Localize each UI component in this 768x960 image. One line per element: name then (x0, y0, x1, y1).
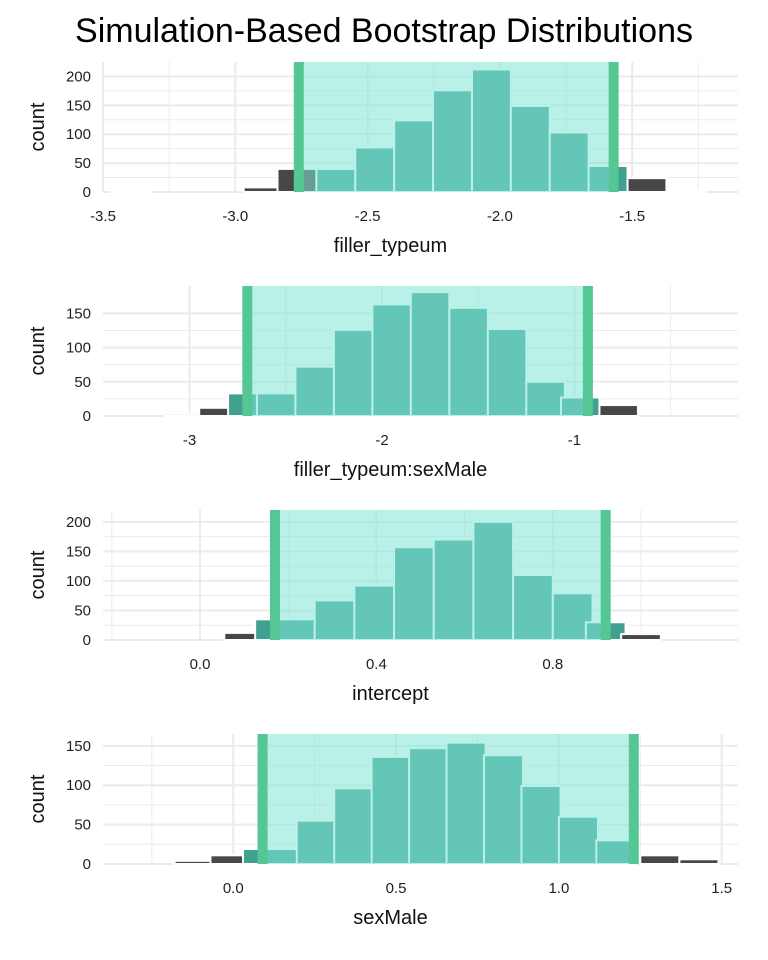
y-tick-label: 150 (66, 543, 91, 560)
chart-filler-typeum-sexmale: 0 50 100 150 -3 -2 -1 filler_typeum:sexMale coun… (27, 286, 738, 481)
y-tick-label: 50 (74, 817, 91, 834)
y-tick-label: 50 (74, 374, 91, 391)
y-tick-label: 0 (83, 632, 91, 649)
ci-upper-edge (582, 286, 593, 416)
y-tick-label: 0 (83, 856, 91, 873)
y-tick-label: 100 (66, 340, 91, 357)
histogram-bar (110, 190, 152, 194)
x-tick-label: 0.8 (542, 656, 563, 673)
histogram-bar (598, 404, 639, 418)
x-tick-label: 1.0 (548, 880, 569, 897)
ci-lower-edge (257, 734, 268, 864)
y-tick-label: 100 (66, 573, 91, 590)
histogram-bar (620, 633, 662, 642)
ci-lower-edge (293, 62, 304, 192)
x-tick-label: -2 (375, 432, 388, 449)
x-axis-label: filler_typeum:sexMale (294, 459, 487, 481)
x-tick-label: 1.5 (711, 880, 732, 897)
x-tick-label: -3.5 (90, 208, 116, 225)
x-tick-label: 0.4 (366, 656, 387, 673)
ci-shade (298, 62, 614, 192)
chart-filler-typeum: 0 50 100 150 200 -3.5 -3.0 -2.5 -2.0 -1.5 filler_t… (27, 62, 738, 257)
panel-filler-typeum: 0 50 100 150 200 -3.5 -3.0 -2.5 -2.0 -1.5 filler_t… (0, 60, 768, 260)
y-tick-label: 0 (83, 184, 91, 201)
ci-shade (247, 286, 588, 416)
chart-title: Simulation-Based Bootstrap Distributions (75, 12, 693, 50)
histogram-bar (639, 854, 681, 866)
y-tick-label: 200 (66, 514, 91, 531)
y-axis-label: count (27, 550, 49, 599)
x-tick-label: -1 (568, 432, 581, 449)
y-tick-label: 150 (66, 738, 91, 755)
histogram-bar (626, 177, 668, 193)
x-tick-label: 0.5 (386, 880, 407, 897)
x-axis-label: sexMale (353, 907, 427, 929)
y-axis-label: count (27, 102, 49, 151)
y-tick-label: 100 (66, 126, 91, 143)
chart-intercept: 0 50 100 150 200 0.0 0.4 0.8 intercept count (27, 510, 738, 705)
ci-shade (262, 734, 634, 864)
y-tick-label: 100 (66, 777, 91, 794)
y-tick-label: 150 (66, 97, 91, 114)
panel-sexmale: 0 50 100 150 0.0 0.5 1.0 1.5 sexMale count (0, 732, 768, 932)
histogram-bar (678, 858, 720, 866)
panel-intercept: 0 50 100 150 200 0.0 0.4 0.8 intercept count (0, 508, 768, 708)
y-axis-label: count (27, 774, 49, 823)
x-tick-label: -3 (183, 432, 196, 449)
x-tick-label: 0.0 (190, 656, 211, 673)
x-tick-label: -2.0 (487, 208, 513, 225)
y-tick-label: 150 (66, 305, 91, 322)
x-axis-label: intercept (352, 683, 429, 705)
histogram-bar (163, 412, 205, 418)
histogram-bar (665, 189, 707, 193)
panel-filler-typeum-sexmale: 0 50 100 150 -3 -2 -1 filler_typeum:sexMale coun… (0, 284, 768, 484)
y-axis-label: count (27, 326, 49, 375)
ci-shade (274, 510, 606, 640)
x-tick-label: 0.0 (223, 880, 244, 897)
ci-upper-edge (628, 734, 639, 864)
x-tick-label: -1.5 (619, 208, 645, 225)
y-tick-label: 200 (66, 68, 91, 85)
ci-lower-edge (269, 510, 280, 640)
y-tick-label: 0 (83, 408, 91, 425)
x-tick-label: -2.5 (355, 208, 381, 225)
y-tick-label: 50 (74, 602, 91, 619)
histogram-bar (173, 859, 215, 865)
chart-sexmale: 0 50 100 150 0.0 0.5 1.0 1.5 sexMale count (27, 734, 738, 929)
ci-upper-edge (608, 62, 619, 192)
x-axis-label: filler_typeum (334, 235, 447, 257)
y-tick-label: 50 (74, 155, 91, 172)
ci-upper-edge (600, 510, 611, 640)
x-tick-label: -3.0 (222, 208, 248, 225)
ci-lower-edge (242, 286, 253, 416)
